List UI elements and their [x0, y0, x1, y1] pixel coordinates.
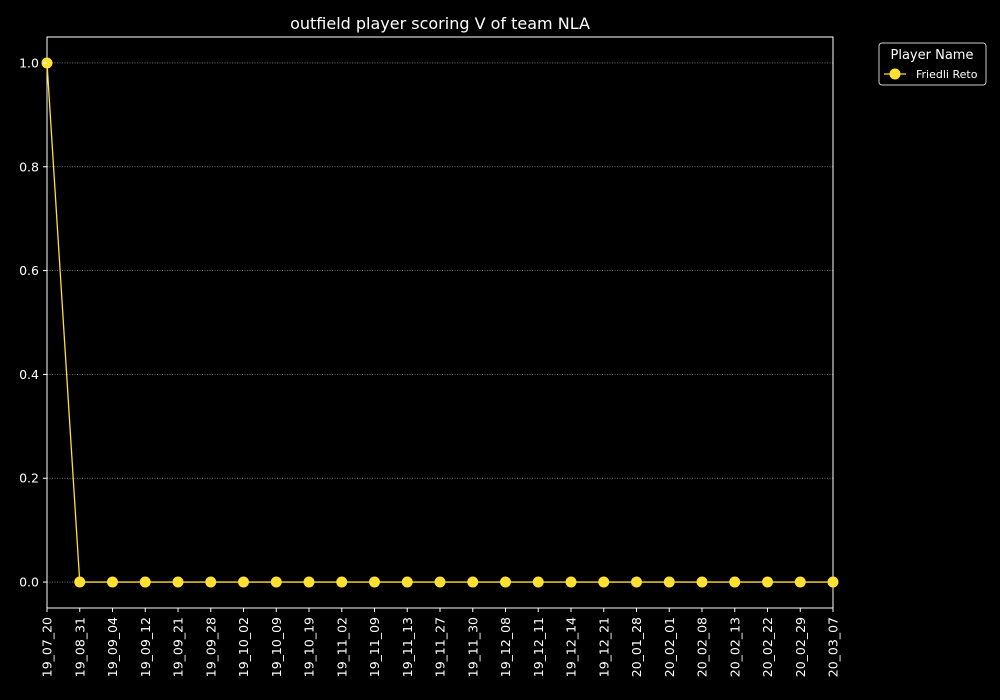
x-tick-label: 19_12_21: [596, 617, 611, 677]
data-point: [598, 576, 610, 588]
y-tick-label: 0.0: [19, 575, 39, 590]
x-tick-label: 20_01_28: [629, 617, 644, 677]
x-tick-label: 20_02_08: [695, 617, 710, 677]
legend: Player Name Friedli Reto: [878, 42, 987, 86]
x-tick-label: 20_02_22: [760, 617, 775, 677]
legend-series-marker: [889, 68, 901, 80]
data-point: [631, 576, 642, 588]
x-tick-label: 20_02_13: [727, 617, 742, 677]
data-point: [827, 576, 839, 588]
x-tick-label: 19_11_27: [433, 617, 448, 677]
y-tick-label: 0.8: [19, 159, 39, 174]
x-tick-label: 19_12_11: [531, 617, 546, 677]
data-point: [663, 576, 675, 588]
data-point: [696, 576, 708, 588]
x-tick-label: 19_10_09: [269, 617, 284, 677]
data-point: [238, 576, 249, 588]
y-tick-label: 0.4: [19, 367, 39, 382]
x-tick-label: 20_02_29: [793, 617, 808, 677]
x-tick-label: 19_12_08: [498, 617, 513, 677]
data-point: [434, 576, 446, 588]
data-point: [369, 576, 380, 588]
x-tick-label: 19_09_12: [138, 617, 153, 677]
plot-frame: [46, 36, 834, 609]
x-tick-label: 19_08_31: [72, 617, 87, 677]
data-point: [532, 576, 544, 588]
data-point: [270, 576, 282, 588]
data-point: [729, 576, 741, 588]
data-point: [762, 576, 773, 588]
legend-title: Player Name: [891, 48, 974, 63]
x-tick-label: 19_11_13: [400, 617, 415, 677]
x-tick-label: 19_11_30: [465, 617, 480, 677]
plot-area: [41, 57, 839, 588]
y-tick-label: 0.2: [19, 471, 39, 486]
x-tick-label: 19_11_02: [334, 617, 349, 677]
data-point: [467, 576, 479, 588]
axes: [46, 36, 834, 609]
data-point: [401, 576, 413, 588]
x-axis-ticks: 19_07_20 19_08_31 19_09_04 19_09_12 19_09_21…: [40, 608, 841, 677]
data-point: [794, 576, 806, 588]
y-tick-label: 0.6: [19, 263, 39, 278]
data-point: [205, 576, 217, 588]
x-tick-label: 19_10_19: [302, 617, 317, 677]
data-point: [565, 576, 577, 588]
grid-lines: [47, 62, 833, 583]
x-tick-label: 19_09_04: [105, 617, 120, 677]
x-tick-label: 19_09_21: [171, 617, 186, 677]
data-point: [500, 576, 511, 588]
data-point: [139, 576, 151, 588]
x-tick-label: 19_07_20: [40, 617, 55, 677]
x-tick-label: 19_09_28: [203, 617, 218, 677]
data-point: [74, 576, 86, 588]
legend-series-label: Friedli Reto: [916, 68, 978, 81]
y-axis-ticks: 0.0 0.2 0.4 0.6 0.8 1.0: [19, 55, 47, 590]
x-tick-label: 19_11_09: [367, 617, 382, 677]
data-point: [107, 576, 118, 588]
x-tick-label: 19_10_02: [236, 617, 251, 677]
x-tick-label: 20_03_07: [826, 617, 841, 677]
chart-title: outfield player scoring V of team NLA: [290, 14, 590, 33]
y-tick-label: 1.0: [19, 55, 39, 70]
data-point: [303, 576, 315, 588]
series-line: [46, 62, 833, 583]
data-point: [336, 576, 348, 588]
data-point: [172, 576, 184, 588]
x-tick-label: 19_12_14: [564, 617, 579, 677]
x-tick-label: 20_02_01: [662, 617, 677, 677]
